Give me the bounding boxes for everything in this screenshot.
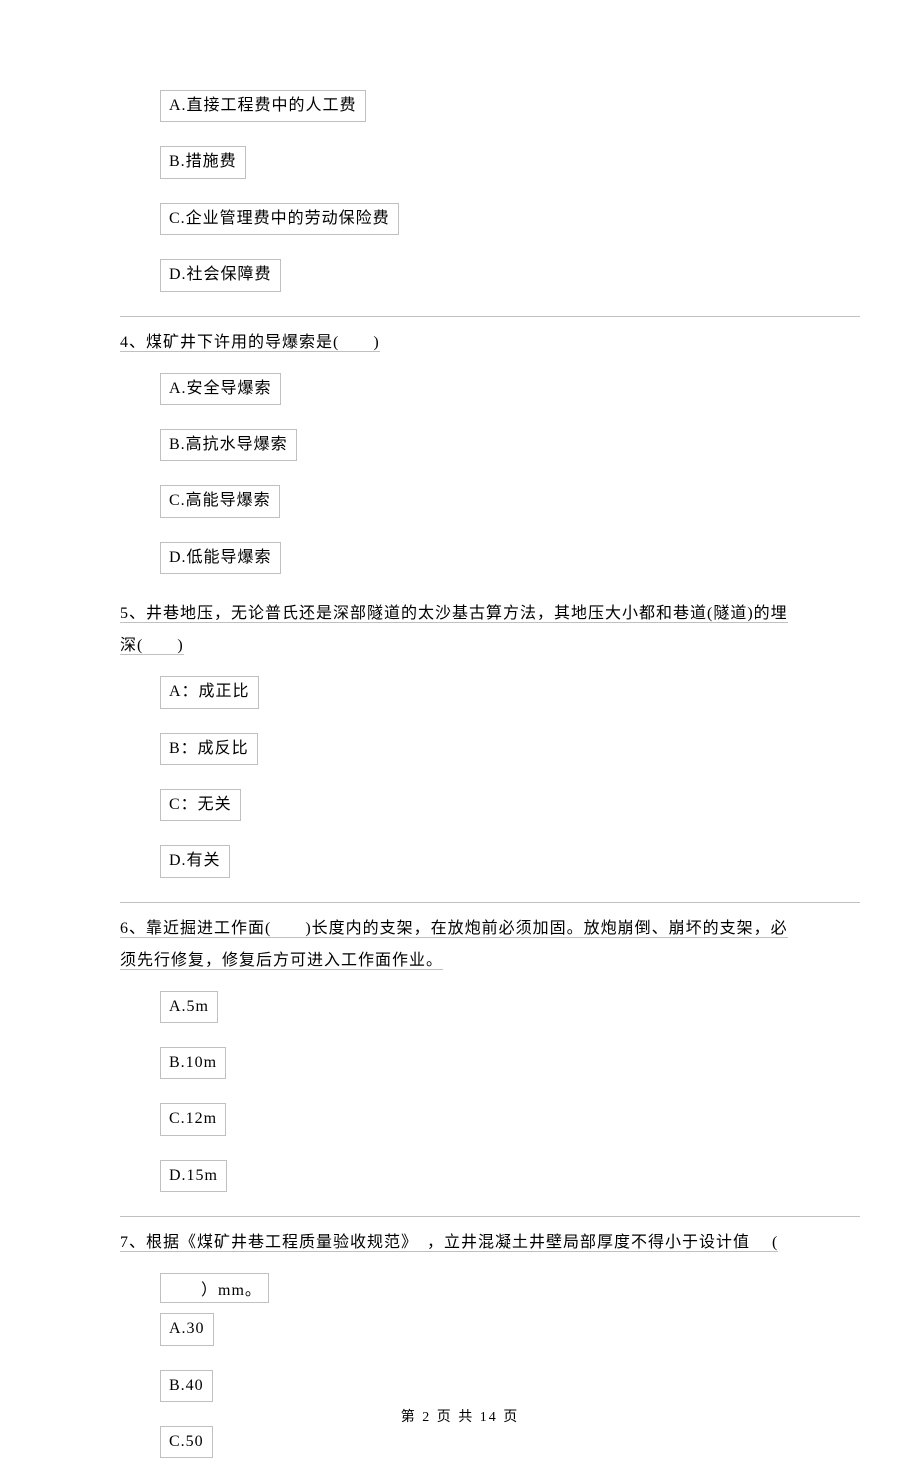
q5-option-d: D.有关 [160,845,230,877]
q3-option-b: B.措施费 [160,146,246,178]
q7-option-a: A.30 [160,1313,214,1345]
q5-option-c: C：无关 [160,789,241,821]
q3-option-a: A.直接工程费中的人工费 [160,90,366,122]
q4-option-a: A.安全导爆索 [160,373,281,405]
q6-text: 6、靠近掘进工作面( )长度内的支架，在放炮前必须加固。放炮崩倒、崩坏的支架，必… [120,913,860,977]
q4-option-d: D.低能导爆索 [160,542,281,574]
document-page: A.直接工程费中的人工费 B.措施费 C.企业管理费中的劳动保险费 D.社会保障… [120,90,860,1476]
divider [120,902,860,903]
q5-option-b: B：成反比 [160,733,258,765]
q6-option-d: D.15m [160,1160,227,1192]
q7-text: 7、根据《煤矿井巷工程质量验收规范》 ，立井混凝土井壁局部厚度不得小于设计值 ( [120,1227,860,1259]
q4-text: 4、煤矿井下许用的导爆索是( ) [120,327,860,359]
q7-text-cont: ）mm。 [160,1273,269,1303]
q7-option-c: C.50 [160,1426,213,1458]
q6-option-b: B.10m [160,1047,226,1079]
page-footer: 第 2 页 共 14 页 [0,1406,920,1426]
q4-option-b: B.高抗水导爆索 [160,429,297,461]
q6-option-a: A.5m [160,991,218,1023]
q3-option-d: D.社会保障费 [160,259,281,291]
q6-option-c: C.12m [160,1103,226,1135]
q5-option-a: A：成正比 [160,676,259,708]
divider [120,1216,860,1217]
q5-text: 5、井巷地压，无论普氏还是深部隧道的太沙基古算方法，其地压大小都和巷道(隧道)的… [120,598,860,662]
q3-option-c: C.企业管理费中的劳动保险费 [160,203,399,235]
divider [120,316,860,317]
q4-option-c: C.高能导爆索 [160,485,280,517]
q7-option-b: B.40 [160,1370,213,1402]
